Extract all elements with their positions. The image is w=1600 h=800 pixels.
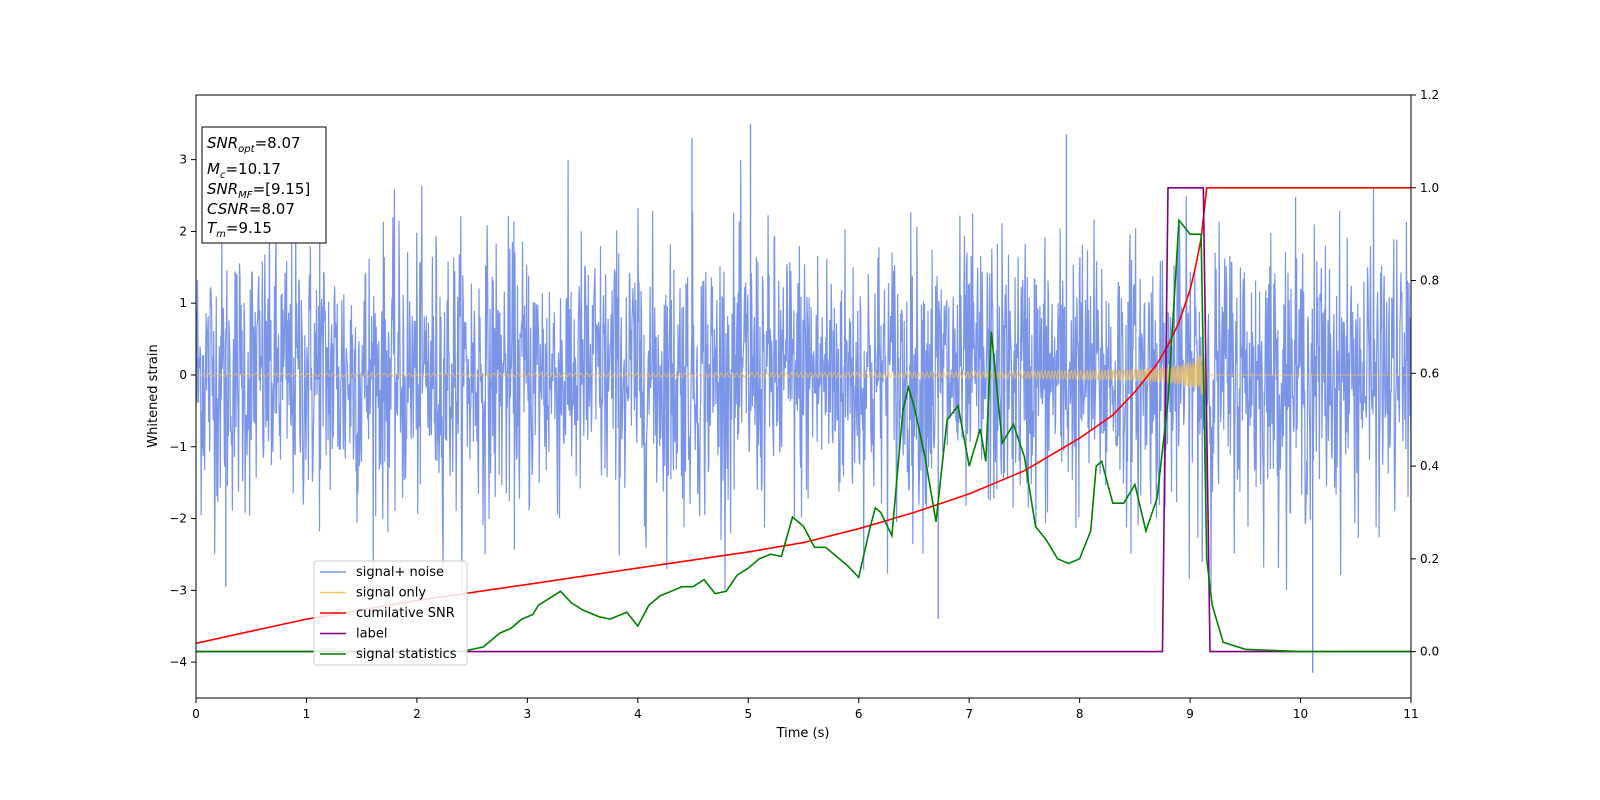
y-tick-label: 0: [179, 368, 187, 382]
y2-tick-label: 0.6: [1420, 366, 1439, 380]
x-tick-label: 1: [303, 707, 311, 721]
plot-frame: [195, 94, 1412, 699]
y-tick-label: 3: [179, 153, 187, 167]
x-tick-label: 10: [1293, 707, 1308, 721]
y-axis-right: 1.2 1.0 0.8 0.6 0.4 0.2 0.0: [1411, 88, 1439, 659]
y-axis-left: 3 2 1 0 −1 −2 −3 −4: [169, 153, 196, 669]
legend-label: signal only: [356, 586, 426, 601]
legend-label: cumilative SNR: [356, 606, 455, 621]
series-signal-statistics-line: [196, 218, 1411, 653]
y2-tick-label: 0.2: [1420, 552, 1439, 566]
annotation-snr-opt: SNRopt=8.07: [207, 134, 301, 155]
series-layer: [196, 123, 1411, 673]
x-tick-label: 9: [1186, 707, 1194, 721]
legend-label: signal+ noise: [356, 565, 444, 580]
series-signal-noise-line: [196, 159, 1411, 591]
legend: signal+ noise signal only cumilative SNR la…: [313, 560, 468, 666]
x-tick-label: 0: [192, 707, 200, 721]
y-tick-label: −4: [169, 655, 187, 669]
x-tick-label: 6: [855, 707, 863, 721]
series-cumulative-snr-line: [196, 187, 1411, 645]
annotation-snr-mf: SNRMF=[9.15]: [207, 180, 310, 201]
annotation-csnr: CSNR=8.07: [207, 200, 295, 218]
x-tick-label: 7: [965, 707, 973, 721]
y-tick-label: −3: [169, 583, 187, 597]
x-tick-label: 5: [744, 707, 752, 721]
x-tick-label: 3: [524, 707, 532, 721]
legend-label: signal statistics: [356, 647, 457, 662]
x-tick-label: 2: [413, 707, 421, 721]
legend-label: label: [356, 627, 387, 642]
series-label-line: [196, 187, 1411, 653]
annotation-box: SNRopt=8.07 Mc=10.17 SNRMF=[9.15] CSNR=8…: [201, 126, 327, 244]
x-axis-label: Time (s): [776, 726, 830, 741]
y2-tick-label: 0.8: [1420, 274, 1439, 288]
x-tick-label: 11: [1403, 707, 1418, 721]
y-tick-label: 2: [179, 224, 187, 238]
series-signal-only-line: [196, 350, 1411, 397]
y-tick-label: −1: [169, 440, 187, 454]
x-axis: 0 1 2 3 4 5 6 7 8 9 10 11: [192, 698, 1419, 721]
annotation-mc: Mc=10.17: [207, 160, 281, 181]
x-tick-label: 8: [1076, 707, 1084, 721]
legend-frame: [313, 560, 468, 666]
y2-tick-label: 1.0: [1420, 181, 1439, 195]
y-tick-label: −2: [169, 512, 187, 526]
y-tick-label: 1: [179, 296, 187, 310]
y-axis-label: Whitened strain: [146, 344, 161, 447]
annotation-tm: Tm=9.15: [207, 219, 272, 240]
y2-tick-label: 1.2: [1420, 88, 1439, 102]
y2-tick-label: 0.4: [1420, 459, 1439, 473]
x-tick-label: 4: [634, 707, 642, 721]
y2-tick-label: 0.0: [1420, 645, 1439, 659]
